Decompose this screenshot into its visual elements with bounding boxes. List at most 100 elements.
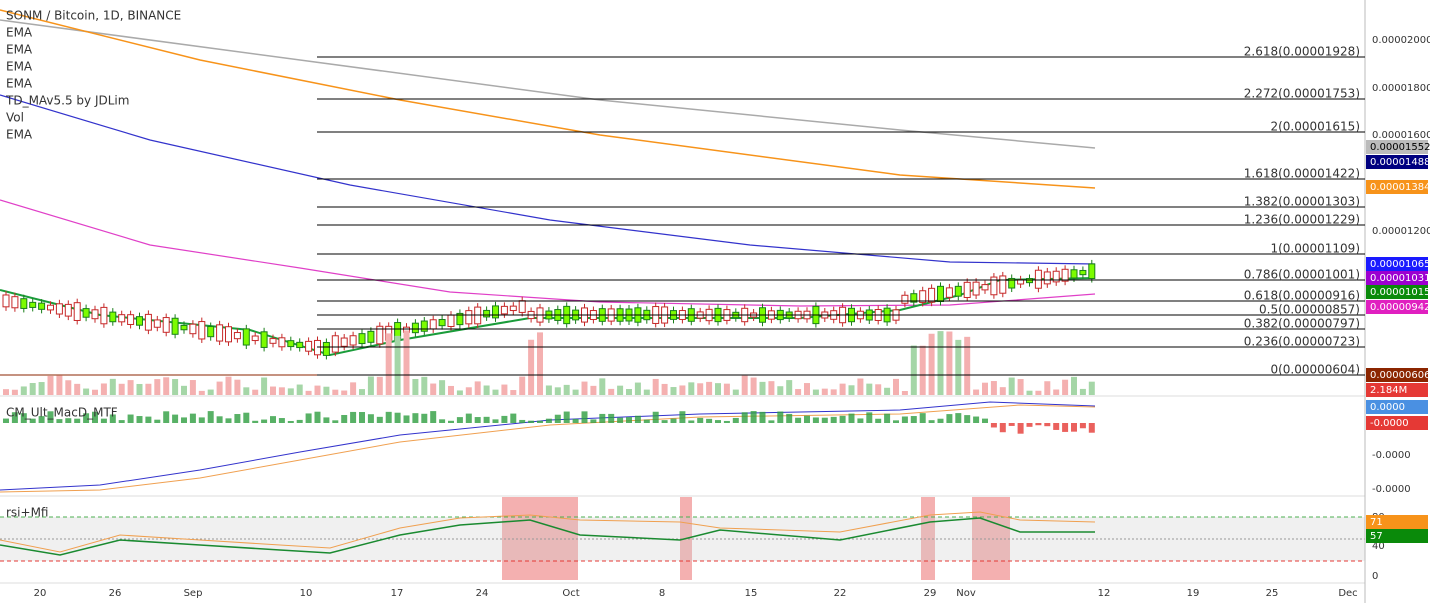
- volume: [136, 383, 143, 395]
- axis-badge-label: 0.00001552: [1370, 142, 1430, 153]
- volume: [1053, 389, 1060, 395]
- macd-hist: [83, 413, 90, 423]
- macd-hist: [804, 415, 810, 423]
- candle: [278, 337, 286, 348]
- macd-hist: [937, 418, 944, 423]
- macd-hist: [109, 414, 116, 423]
- volume: [732, 389, 739, 395]
- axis-badge-label: 71: [1370, 517, 1383, 528]
- fib-label: 0.382(0.00000797): [1244, 317, 1360, 331]
- candle: [29, 301, 37, 308]
- volume: [510, 390, 517, 395]
- macd-hist: [1035, 423, 1042, 426]
- macd-hist: [323, 417, 330, 423]
- volume: [706, 381, 713, 395]
- macd-hist: [341, 414, 348, 423]
- candle: [82, 308, 90, 318]
- macd-hist: [830, 416, 837, 423]
- macd-hist: [270, 416, 276, 423]
- candle: [1088, 263, 1096, 280]
- candle: [1008, 277, 1016, 289]
- macd-hist: [750, 411, 757, 423]
- candle: [376, 325, 384, 345]
- macd-hist: [296, 419, 303, 423]
- candle: [358, 333, 366, 345]
- volume: [750, 377, 757, 395]
- axis-badge-label: 0.00001384: [1370, 182, 1430, 193]
- candle: [118, 314, 126, 323]
- axis-badge-label: 0.00001015: [1370, 287, 1430, 298]
- volume: [323, 386, 330, 395]
- volume: [412, 378, 419, 395]
- volume: [394, 335, 401, 395]
- volume: [982, 382, 988, 395]
- volume: [741, 375, 748, 395]
- volume: [359, 389, 365, 395]
- macd-hist: [56, 419, 63, 423]
- macd-hist: [74, 418, 81, 423]
- volume: [554, 387, 561, 395]
- volume: [181, 385, 187, 395]
- macd-hist: [893, 420, 899, 423]
- volume: [581, 381, 588, 395]
- macd-hist: [866, 412, 873, 423]
- candle: [2, 294, 10, 308]
- macd-hist: [768, 420, 775, 423]
- macd-hist: [1053, 423, 1060, 430]
- candle: [127, 314, 135, 325]
- macd-hist: [999, 423, 1006, 433]
- indicator-label: EMA: [6, 26, 33, 40]
- axis-badge: [1366, 515, 1428, 529]
- axis-badge: [1366, 529, 1428, 543]
- candle: [1052, 270, 1060, 283]
- macd-hist: [617, 417, 624, 423]
- candle: [331, 335, 339, 353]
- candle: [73, 302, 81, 321]
- volume: [786, 380, 793, 395]
- macd-hist: [412, 413, 419, 423]
- macd-hist: [136, 416, 143, 423]
- macd-hist: [723, 420, 730, 423]
- volume: [439, 380, 446, 395]
- fib-label: 2.272(0.00001753): [1244, 87, 1360, 101]
- candle: [456, 312, 464, 326]
- macd-hist: [172, 414, 179, 423]
- volume: [688, 382, 695, 395]
- macd-hist: [163, 411, 170, 423]
- volume: [777, 386, 784, 395]
- macd-hist: [287, 420, 294, 423]
- volume: [1062, 379, 1069, 395]
- volume: [634, 382, 641, 395]
- macd-hist: [332, 420, 339, 423]
- macd-hist: [795, 417, 802, 423]
- volume: [118, 383, 125, 395]
- volume: [65, 380, 72, 395]
- volume: [1071, 376, 1077, 395]
- macd-hist: [1088, 423, 1095, 433]
- volume: [590, 385, 597, 395]
- candle: [153, 319, 161, 328]
- volume: [83, 388, 90, 395]
- volume: [537, 332, 543, 395]
- fib-label: 0.236(0.00000723): [1244, 335, 1360, 349]
- macd-hist: [982, 418, 988, 423]
- volume: [341, 390, 348, 395]
- volume: [430, 383, 437, 395]
- macd-hist: [910, 416, 917, 423]
- axis-badge: [1366, 383, 1428, 397]
- candle: [367, 330, 375, 343]
- candle: [1034, 269, 1042, 289]
- candle: [500, 305, 508, 315]
- macd-hist: [492, 419, 499, 423]
- volume: [448, 385, 454, 395]
- candle: [171, 317, 179, 335]
- macd-hist: [759, 411, 766, 423]
- volume: [92, 389, 98, 395]
- macd-hist: [145, 416, 152, 423]
- macd-hist: [946, 414, 953, 423]
- macd-hist: [1017, 423, 1024, 434]
- macd-hist: [243, 412, 250, 423]
- volume: [145, 383, 152, 395]
- macd-hist: [127, 414, 134, 423]
- candle: [981, 284, 989, 291]
